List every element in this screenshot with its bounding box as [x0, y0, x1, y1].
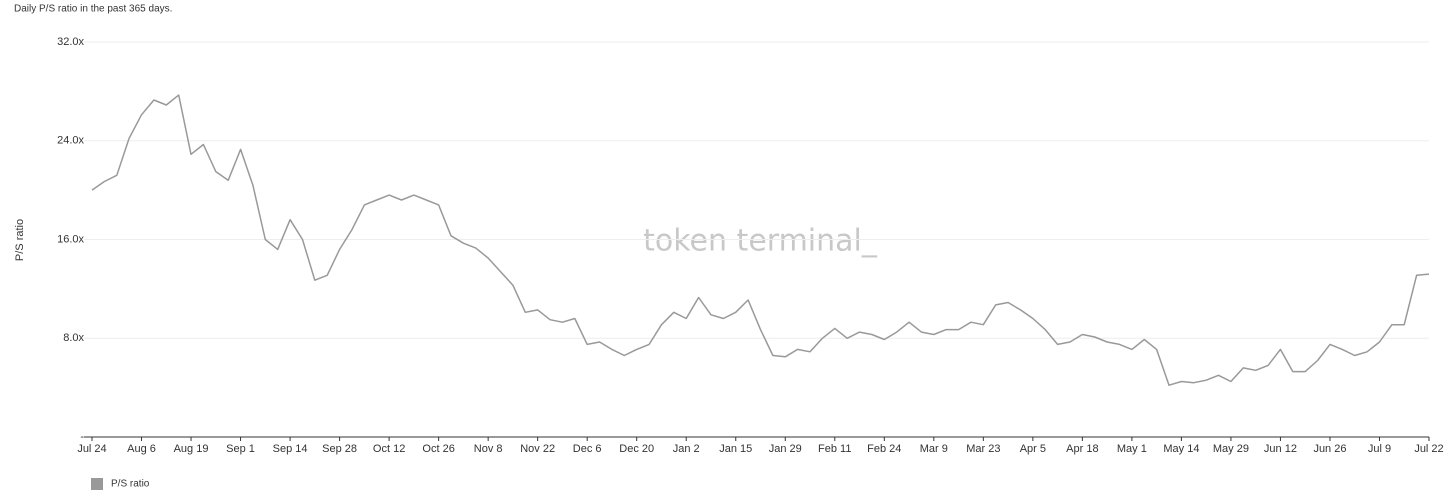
x-tick-label: Oct 12	[373, 443, 405, 455]
watermark: token terminal_	[643, 224, 878, 259]
y-tick-label: 16.0x	[57, 233, 84, 245]
x-tick-label: Dec 6	[573, 443, 602, 455]
x-tick-label: Oct 26	[422, 443, 454, 455]
x-tick-label: Aug 19	[174, 443, 209, 455]
x-tick-label: Mar 9	[920, 443, 948, 455]
x-tick-label: Jul 24	[77, 443, 106, 455]
x-tick-label: Nov 8	[474, 443, 503, 455]
x-tick-label: Mar 23	[966, 443, 1000, 455]
x-tick-label: May 1	[1117, 443, 1147, 455]
x-tick-label: Apr 18	[1066, 443, 1098, 455]
y-tick-label: 32.0x	[57, 36, 84, 48]
x-tick-label: Jul 9	[1368, 443, 1391, 455]
x-tick-label: Jan 15	[719, 443, 752, 455]
x-tick-label: Jul 22	[1414, 443, 1443, 455]
x-tick-label: Jun 12	[1264, 443, 1297, 455]
y-tick-label: -	[80, 431, 84, 443]
y-tick-label: 24.0x	[57, 135, 84, 147]
x-tick-label: Feb 24	[867, 443, 901, 455]
x-tick-label: Sep 1	[226, 443, 255, 455]
x-tick-label: Feb 11	[818, 443, 851, 455]
chart-title: Daily P/S ratio in the past 365 days.	[14, 4, 172, 15]
y-tick-label: 8.0x	[63, 332, 84, 344]
x-tick-label: May 14	[1163, 443, 1199, 455]
legend-label: P/S ratio	[111, 479, 150, 490]
x-tick-label: May 29	[1213, 443, 1249, 455]
x-tick-label: Sep 28	[322, 443, 357, 455]
x-tick-label: Jun 26	[1313, 443, 1346, 455]
x-tick-label: Jan 2	[673, 443, 700, 455]
x-tick-label: Aug 6	[127, 443, 156, 455]
y-axis-label: P/S ratio	[14, 219, 26, 261]
legend-swatch	[91, 478, 103, 490]
x-tick-label: Dec 20	[619, 443, 654, 455]
x-tick-label: Apr 5	[1020, 443, 1046, 455]
x-tick-label: Jan 29	[769, 443, 802, 455]
x-tick-label: Sep 14	[273, 443, 308, 455]
series-line	[91, 94, 1430, 386]
x-tick-label: Nov 22	[520, 443, 555, 455]
